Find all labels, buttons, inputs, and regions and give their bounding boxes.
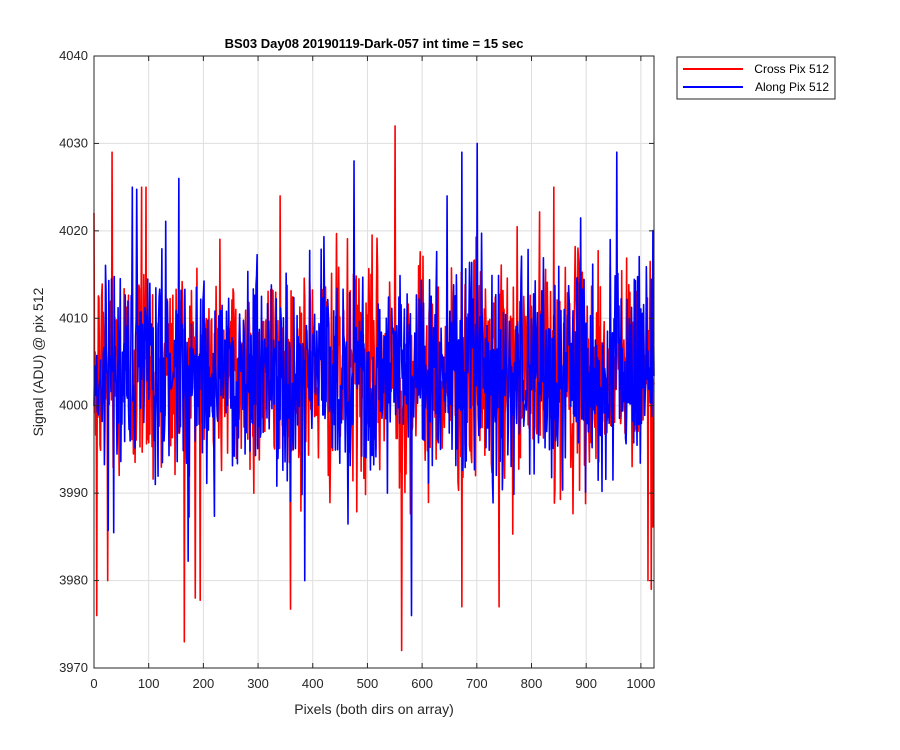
plot-frame [93,55,655,669]
y-axis-label: Signal (ADU) @ pix 512 [30,287,46,436]
x-tick-label: 800 [521,676,543,691]
x-tick-label: 700 [466,676,488,691]
x-tick-label: 500 [357,676,379,691]
legend: Cross Pix 512 Along Pix 512 [676,56,836,100]
y-tick-label: 4020 [59,223,88,238]
y-tick-label: 4000 [59,398,88,413]
legend-label-cross: Cross Pix 512 [754,62,829,76]
x-tick-label: 100 [138,676,160,691]
series-line-along-pix-512 [93,142,655,617]
x-tick-label: 600 [411,676,433,691]
axis-ticks: 0 100 200 300 400 500 600 700 800 900 1000 3970 3980… [59,48,655,691]
x-tick-label: 300 [247,676,269,691]
x-axis-label: Pixels (both dirs on array) [294,701,454,717]
x-tick-label: 200 [193,676,215,691]
y-tick-label: 3980 [59,573,88,588]
legend-box [676,56,836,100]
x-tick-label: 0 [90,676,97,691]
y-tick-label: 4040 [59,48,88,63]
chart-title: BS03 Day08 20190119-Dark-057 int time = … [225,36,524,51]
y-tick-label: 4010 [59,310,88,325]
series-layer [93,125,655,652]
x-tick-label: 1000 [626,676,655,691]
x-tick-label: 900 [575,676,597,691]
x-tick-label: 400 [302,676,324,691]
legend-label-along: Along Pix 512 [755,80,829,94]
y-tick-label: 4030 [59,135,88,150]
y-tick-label: 3990 [59,485,88,500]
y-tick-label: 3970 [59,660,88,675]
